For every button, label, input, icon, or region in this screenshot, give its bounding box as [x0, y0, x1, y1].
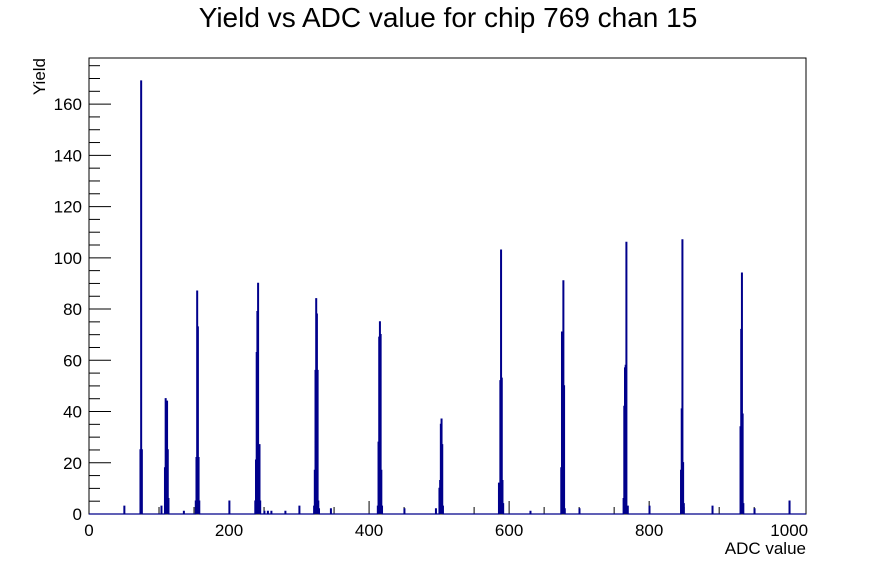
- y-tick-label: 100: [54, 249, 82, 268]
- histogram-series: [89, 80, 806, 515]
- y-tick-label: 160: [54, 95, 82, 114]
- x-tick-label: 400: [355, 521, 383, 540]
- y-tick-label: 40: [63, 403, 82, 422]
- y-tick-label: 120: [54, 198, 82, 217]
- chart-title: Yield vs ADC value for chip 769 chan 15: [198, 2, 698, 33]
- x-axis-label: ADC value: [725, 539, 806, 558]
- x-tick-label: 800: [635, 521, 663, 540]
- y-tick-label: 140: [54, 146, 82, 165]
- x-tick-label: 600: [495, 521, 523, 540]
- x-tick-label: 1000: [770, 521, 808, 540]
- y-tick-label: 60: [63, 351, 82, 370]
- x-axis: 0 200 400 600 800 1000: [84, 501, 808, 540]
- y-tick-label: 0: [73, 505, 82, 524]
- y-axis-label: Yield: [30, 58, 49, 95]
- y-axis: 0 20 40 60 80 100 120 140 160: [54, 65, 111, 524]
- x-tick-label: 200: [215, 521, 243, 540]
- y-tick-label: 80: [63, 300, 82, 319]
- x-tick-label: 0: [84, 521, 93, 540]
- y-tick-label: 20: [63, 454, 82, 473]
